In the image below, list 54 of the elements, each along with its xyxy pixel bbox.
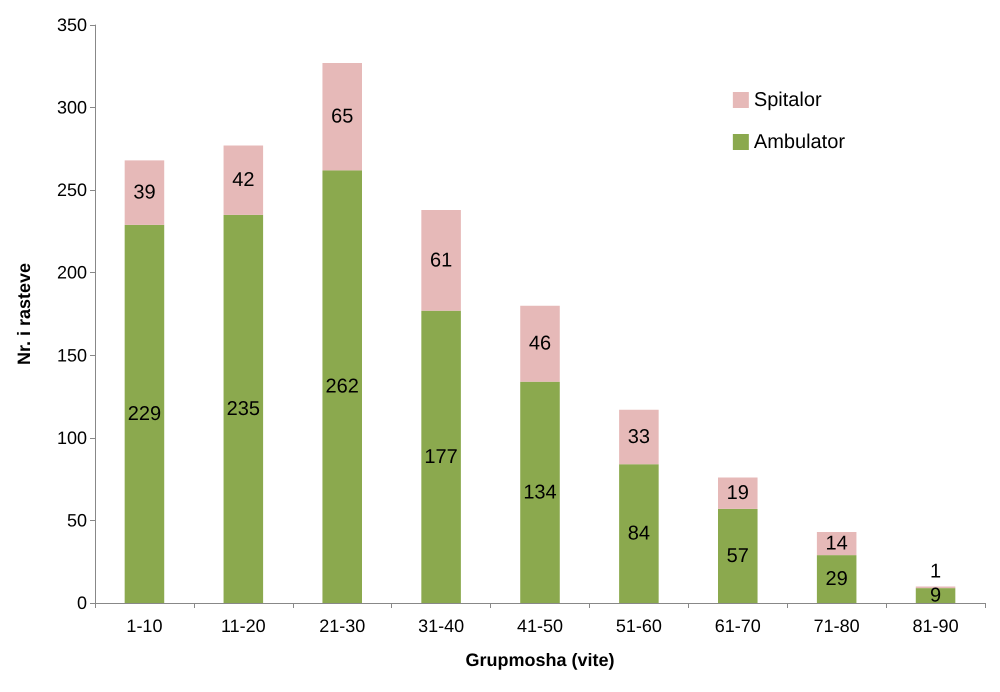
data-label: 46 <box>528 332 552 355</box>
y-tick-label: 100 <box>56 428 87 448</box>
data-label: 229 <box>128 402 162 425</box>
data-label: 14 <box>826 532 848 555</box>
legend-label: Spitalor <box>754 89 822 111</box>
x-tick-label: 41-50 <box>516 616 564 636</box>
bar <box>224 214 264 603</box>
data-label: 29 <box>826 568 848 590</box>
bar <box>322 170 362 603</box>
y-tick-label: 50 <box>66 510 87 530</box>
x-tick-label: 81-90 <box>912 616 959 636</box>
y-tick-label: 0 <box>76 593 87 613</box>
bar <box>718 508 758 603</box>
bar <box>124 160 164 225</box>
legend-label: Ambulator <box>754 131 846 153</box>
data-label: 9 <box>930 584 942 607</box>
x-tick-label: 71-80 <box>814 616 860 636</box>
x-tick-label: 31-40 <box>418 616 464 636</box>
bar <box>124 224 164 603</box>
bar <box>619 410 659 464</box>
data-label: 235 <box>226 398 260 420</box>
y-tick-label: 150 <box>56 345 87 366</box>
y-tick-label: 200 <box>56 262 87 283</box>
data-label: 39 <box>133 182 156 204</box>
x-axis-title: Grupmosha (vite) <box>465 650 615 670</box>
data-label: 42 <box>232 169 254 192</box>
x-tick-label: 21-30 <box>319 616 366 636</box>
data-label: 57 <box>726 544 749 567</box>
bar <box>421 210 461 311</box>
y-tick-label: 350 <box>56 15 87 35</box>
x-tick-label: 1-10 <box>126 616 162 636</box>
y-tick-label: 250 <box>56 180 87 200</box>
x-tick-label: 11-20 <box>220 616 266 636</box>
data-label: 33 <box>628 426 650 448</box>
y-axis-title: Nr. i rasteve <box>14 262 34 366</box>
data-label: 61 <box>430 249 452 272</box>
bar <box>619 464 659 603</box>
bar <box>520 382 560 603</box>
data-label: 19 <box>726 482 749 504</box>
data-label: 177 <box>424 446 458 468</box>
data-label: 84 <box>628 522 650 545</box>
bar <box>224 146 264 215</box>
x-tick-label: 51-60 <box>616 616 662 636</box>
bar <box>421 310 461 603</box>
y-tick-label: 300 <box>56 98 87 118</box>
x-tick-label: 61-70 <box>714 616 761 636</box>
bar <box>520 306 560 382</box>
bar <box>322 62 362 170</box>
data-label: 262 <box>326 376 359 398</box>
data-label: 134 <box>523 481 557 504</box>
bar <box>718 477 758 509</box>
bar <box>816 555 856 603</box>
data-label: 65 <box>331 106 354 128</box>
data-label: 1 <box>930 560 942 582</box>
